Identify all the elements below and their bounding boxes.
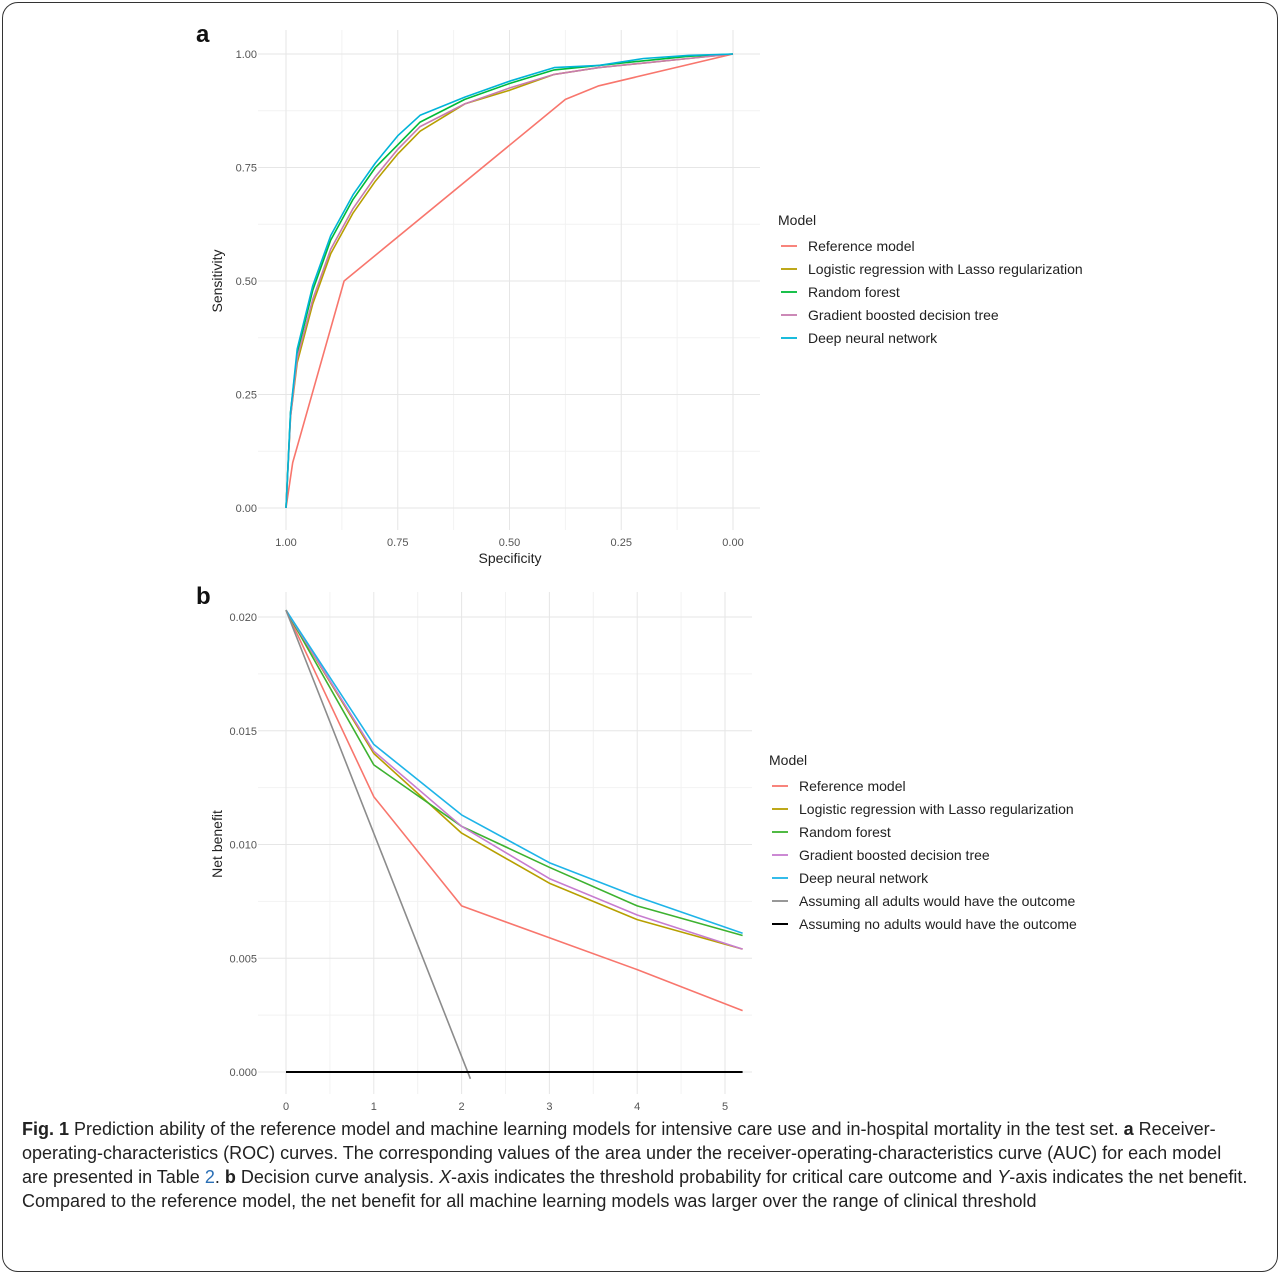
series-line [285, 609, 472, 1080]
legend-label: Deep neural network [808, 330, 938, 346]
x-tick-label: 1.00 [275, 537, 296, 549]
caption-text-5: -axis indicates the threshold probabilit… [450, 1167, 993, 1187]
x-tick-label: 0.50 [499, 537, 520, 549]
legend-label: Reference model [808, 238, 915, 254]
caption-text-6: -axis indicates the net benefit. Compare… [22, 1167, 1248, 1211]
series-line [285, 53, 734, 509]
y-tick-label: 0.25 [236, 390, 257, 402]
x-tick-label: 0.00 [722, 537, 743, 549]
caption-text-2: Receiver-operating-characteristics (ROC)… [22, 1119, 1222, 1187]
legend-label: Gradient boosted decision tree [799, 847, 990, 863]
y-axis-title: Sensitivity [209, 249, 225, 312]
y-tick-label: 0.50 [236, 276, 257, 288]
x-tick-label: 3 [546, 1101, 552, 1110]
y-tick-label: 0.000 [229, 1067, 257, 1079]
series-line [285, 609, 743, 950]
caption-y-axis-word: Y [997, 1167, 1010, 1187]
panel-a-label: a [196, 21, 210, 48]
x-tick-label: 0.75 [387, 537, 408, 549]
legend-label: Assuming no adults would have the outcom… [799, 916, 1077, 932]
caption-text-3: . [214, 1167, 220, 1187]
legend-label: Reference model [799, 778, 906, 794]
series-line [285, 609, 743, 934]
figure-charts: a 1.00 0.75 0.50 0.25 0.00 0.00 0.25 0.50 0.75 1.… [196, 21, 1083, 1110]
x-tick-label: 4 [634, 1101, 640, 1110]
series-line [285, 609, 743, 950]
x-tick-label: 0 [283, 1101, 289, 1110]
x-axis-title: Specificity [478, 550, 541, 566]
legend-label: Logistic regression with Lasso regulariz… [799, 801, 1074, 817]
caption-table-link[interactable]: 2 [204, 1167, 215, 1187]
legend-label: Deep neural network [799, 870, 929, 886]
caption-x-axis-word: X [438, 1167, 451, 1187]
y-axis-title: Net benefit [209, 810, 225, 878]
figure-caption: Fig. 1 Prediction ability of the referen… [22, 1117, 1250, 1213]
legend-title: Model [769, 752, 807, 768]
y-tick-label: 0.75 [236, 163, 257, 175]
y-tick-label: 0.00 [236, 503, 257, 515]
y-tick-label: 0.005 [229, 953, 257, 965]
caption-text-1: Prediction ability of the reference mode… [74, 1119, 1119, 1139]
y-tick-label: 0.015 [229, 726, 257, 738]
caption-text-4: Decision curve analysis. [240, 1167, 434, 1187]
decision-curve-chart-panel: b 0123450.0000.0050.0100.0150.020Thresho… [196, 583, 1077, 1110]
legend-title: Model [778, 212, 816, 228]
caption-panel-b-label: b [224, 1167, 236, 1187]
series-line [285, 53, 734, 509]
series-line [285, 609, 743, 1012]
x-tick-label: 1 [371, 1101, 377, 1110]
roc-chart-panel: a 1.00 0.75 0.50 0.25 0.00 0.00 0.25 0.50 0.75 1.… [196, 21, 1083, 566]
y-tick-label: 0.020 [229, 612, 257, 624]
series-line [285, 609, 743, 937]
legend-label: Random forest [799, 824, 891, 840]
series-line [285, 53, 734, 509]
x-tick-label: 0.25 [611, 537, 632, 549]
series-line [285, 53, 734, 509]
caption-figure-label: Fig. 1 [22, 1119, 70, 1139]
x-tick-label: 5 [722, 1101, 728, 1110]
caption-panel-a-label: a [1123, 1119, 1134, 1139]
y-tick-label: 1.00 [236, 49, 257, 61]
y-tick-label: 0.010 [229, 840, 257, 852]
legend-label: Gradient boosted decision tree [808, 307, 999, 323]
legend-label: Logistic regression with Lasso regulariz… [808, 261, 1083, 277]
panel-b-label: b [196, 583, 211, 610]
legend-label: Random forest [808, 284, 900, 300]
x-tick-label: 2 [459, 1101, 465, 1110]
legend-label: Assuming all adults would have the outco… [799, 893, 1075, 909]
